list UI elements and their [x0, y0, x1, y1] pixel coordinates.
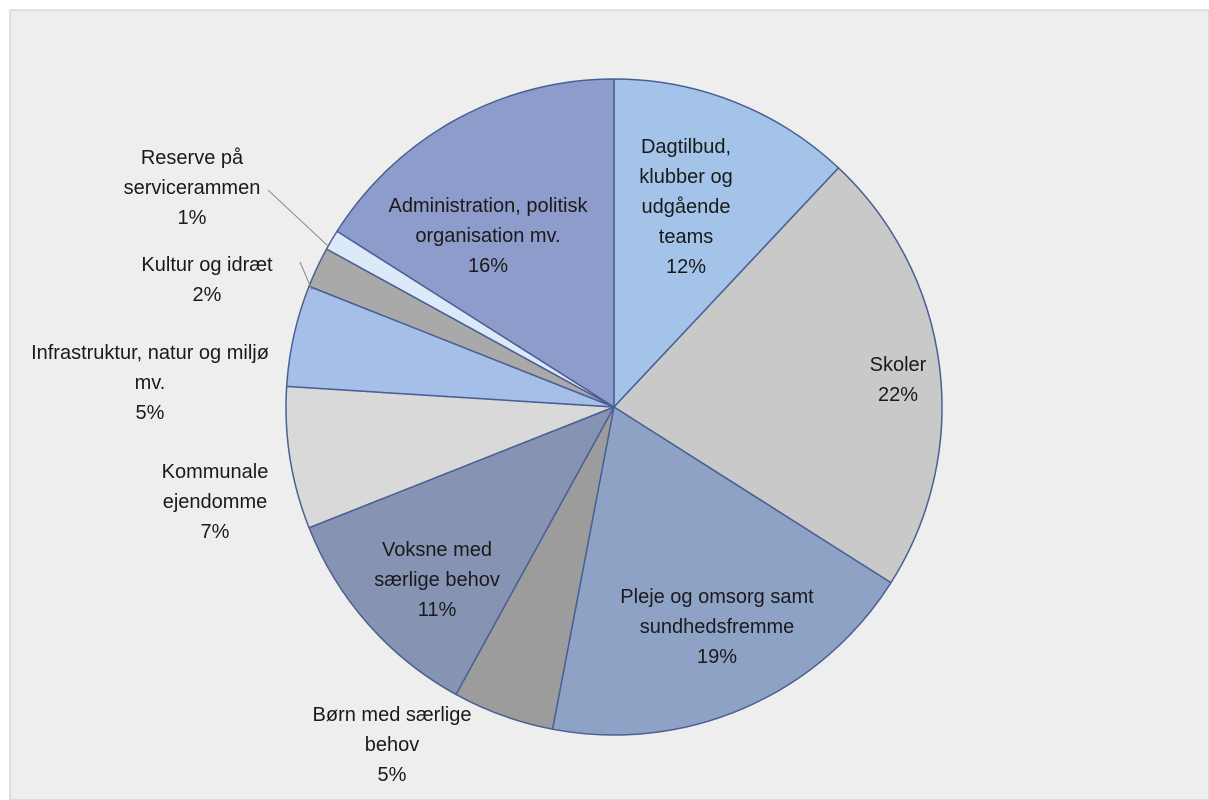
category-name: Kommunale ejendomme [161, 461, 269, 513]
pie-slice [285, 385, 615, 529]
pie-slice [551, 406, 892, 736]
category-name: Infrastruktur, natur og miljø mv. [31, 342, 269, 394]
value-label: 5% [135, 402, 165, 424]
value-label: 22% [877, 384, 919, 406]
slice-label: Kultur og idræt 2% [122, 250, 292, 310]
slice-label: Reserve på servicerammen 1% [102, 143, 282, 233]
slice-label: Dagtilbud, klubber og udgående teams 12% [616, 132, 756, 282]
pie-slice [613, 167, 943, 584]
value-label: 16% [467, 255, 509, 277]
slice-label: Skoler 22% [843, 350, 953, 410]
value-label: 1% [177, 207, 207, 229]
value-label: 19% [696, 646, 738, 668]
category-name: Kultur og idræt [141, 254, 273, 276]
leader-line [267, 189, 329, 247]
slice-label: Voksne med særlige behov 11% [352, 535, 522, 625]
value-label: 7% [200, 521, 230, 543]
slice-label: Børn med særlige behov 5% [312, 700, 472, 790]
category-name: Administration, politisk organisation mv… [388, 195, 588, 247]
category-name: Voksne med særlige behov [374, 539, 500, 591]
slice-label: Infrastruktur, natur og miljø mv. 5% [30, 338, 270, 428]
value-label: 11% [417, 599, 457, 621]
category-name: Dagtilbud, klubber og udgående teams [639, 136, 733, 248]
leader-line [299, 261, 313, 291]
category-name: Pleje og omsorg samt sundhedsfremme [620, 586, 814, 638]
value-label: 12% [665, 256, 707, 278]
pie-slice [336, 78, 615, 408]
slice-label: Administration, politisk organisation mv… [363, 191, 613, 281]
category-name: Børn med særlige behov [312, 704, 472, 756]
value-label: 2% [192, 284, 222, 306]
pie-slice [308, 406, 615, 696]
category-name: Reserve på servicerammen [123, 147, 261, 199]
category-name: Skoler [869, 354, 927, 376]
slice-label: Kommunale ejendomme 7% [135, 457, 295, 547]
value-label: 5% [377, 764, 407, 786]
slice-label: Pleje og omsorg samt sundhedsfremme 19% [597, 582, 837, 672]
pie-slice [613, 78, 840, 408]
